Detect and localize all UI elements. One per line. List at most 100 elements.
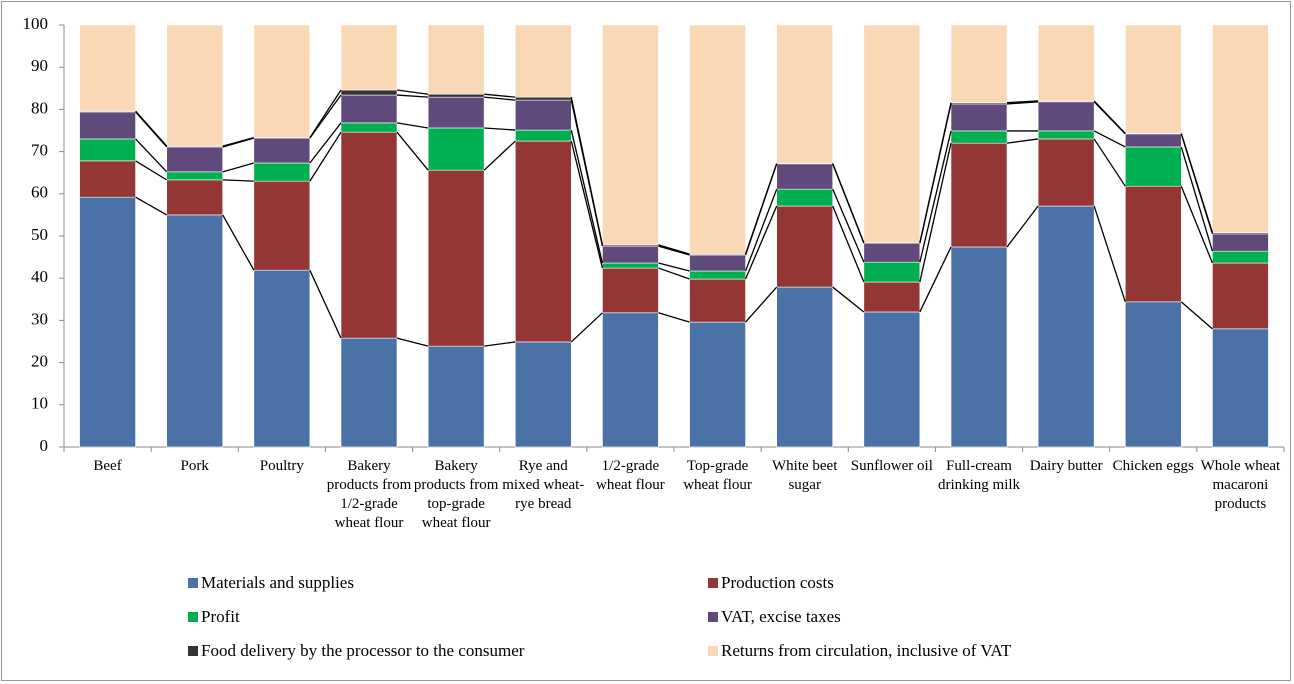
bar-segment [253,162,311,182]
connector-line [658,244,690,255]
bar-segment [1124,133,1182,148]
x-tick-label: Beef [93,458,122,474]
connector-line [919,130,952,263]
y-tick-label: 20 [31,352,48,371]
x-tick-label: Chicken eggs [1112,458,1194,474]
legend-swatch [188,612,198,622]
bar-segment [1037,138,1095,207]
connector-line [484,341,516,347]
bar-segment [253,137,311,164]
bar-segment [776,24,834,164]
bar-segment [340,131,398,339]
connector-line [1093,130,1126,148]
legend-swatch [708,646,718,656]
connector-line [832,205,865,283]
bar-segment [514,341,572,448]
bar-segment [427,96,485,129]
legend-item: Food delivery by the processor to the co… [188,641,524,661]
bar-segment [602,245,659,264]
bar-segment [79,24,136,112]
bar-segment [950,142,1008,248]
bar-segment [1212,262,1269,330]
bar-segment [340,122,398,133]
connector-line [396,94,429,98]
legend-item: Returns from circulation, inclusive of V… [708,641,1011,661]
connector-line [135,110,168,147]
y-tick-label: 90 [31,56,48,75]
connector-line [658,312,690,323]
connector-line [570,129,604,264]
y-tick-label: 10 [31,394,48,413]
connector-line [396,131,429,171]
connector-line [483,140,516,171]
bar-segment [340,337,398,448]
y-tick-label: 60 [31,183,48,202]
legend-item: Materials and supplies [188,573,354,593]
bar-segment [514,99,572,131]
y-tick-label: 40 [31,267,48,286]
x-tick-label: Dairy butter [1029,458,1103,474]
legend-label: Returns from circulation, inclusive of V… [721,641,1012,660]
connector-line [832,188,865,263]
bar-segment [776,205,834,288]
bar-segment [602,267,659,314]
x-tick-label: Sunflower oil [850,458,933,474]
y-tick-label: 80 [31,98,48,117]
bar-segment [427,127,485,171]
bar-segment [166,146,224,173]
connector-line [570,140,604,269]
x-tick-label: Poultry [259,458,304,474]
connector-line [658,267,690,280]
connector-line [135,160,168,181]
bar-segment [514,24,572,98]
connector-line [1006,205,1039,248]
bar-segment [79,196,136,448]
connector-line [1180,185,1214,264]
bar-segment [1124,146,1182,187]
legend-swatch [708,578,718,588]
connector-line [744,163,778,255]
bar-segment [863,281,921,313]
connector-line [1093,100,1126,134]
legend-label: VAT, excise taxes [721,607,841,626]
connector-line [309,89,342,139]
connector-line [309,122,342,164]
connector-line [658,262,690,272]
bar-segment [166,179,224,216]
bar-segment [253,180,311,271]
x-tick-label: Whole wheat macaroni products [1200,458,1281,512]
connector-line [919,143,952,283]
bar-segment [427,93,485,98]
bar-segment [776,163,834,190]
legend-label: Food delivery by the processor to the co… [201,641,525,660]
bar-segment [602,312,659,448]
bar-segment [253,269,311,448]
bar-segment [689,321,746,448]
bar-segment [689,24,746,255]
x-tick-label: Rye and mixed wheat-rye bread [502,458,585,512]
bar-segment [340,24,398,91]
bar-segment [79,138,136,162]
connector-line [832,163,865,243]
bar-segment [514,140,572,343]
bar-segment [776,188,834,207]
connector-line [570,312,603,343]
x-tick-label: Pork [180,458,209,474]
bar-segment [1037,205,1095,448]
connector-line [135,138,168,173]
bar-segment [79,111,136,140]
legend-swatch [188,578,198,588]
connector-line [1180,301,1213,330]
y-tick-label: 100 [23,14,49,33]
bar-segment [1212,328,1269,448]
bar-segment [340,89,398,96]
bar-segment [863,311,921,448]
connector-line [832,286,865,313]
bar-segment [689,270,746,280]
x-tick-label: White beet sugar [772,458,838,493]
connector-line [396,122,429,129]
x-tick-label: Top-grade wheat flour [683,458,752,493]
connector-line [744,205,778,280]
bar-segment [514,129,572,142]
